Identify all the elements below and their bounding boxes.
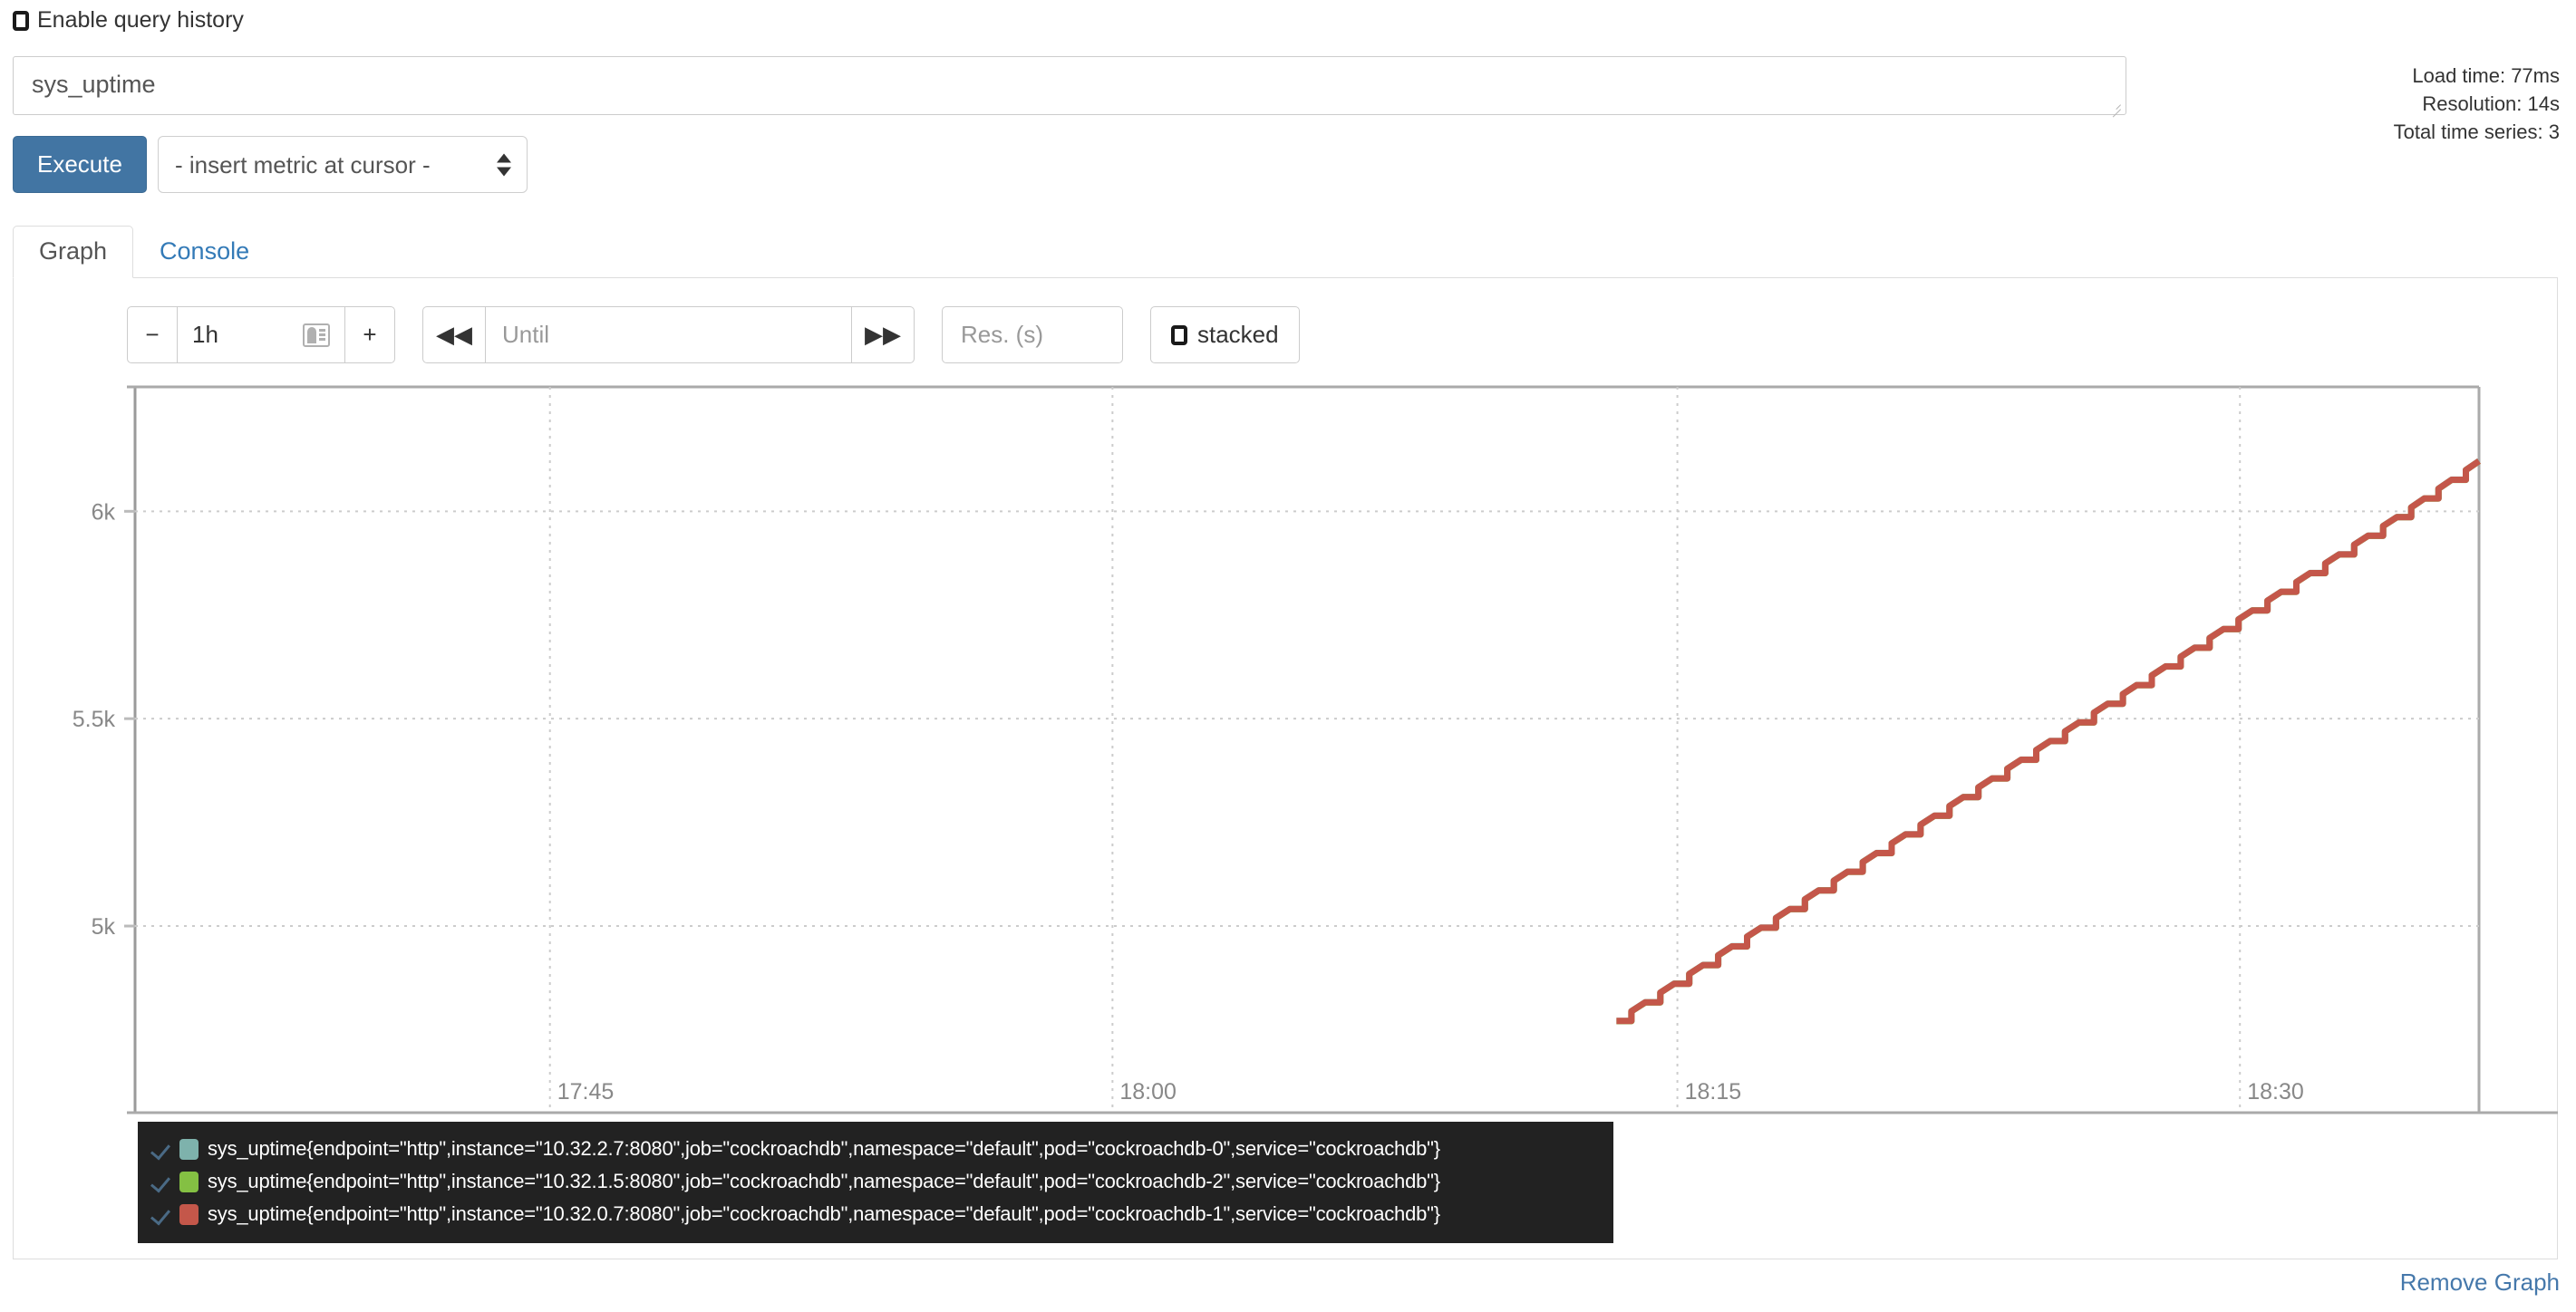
tab-console[interactable]: Console bbox=[160, 237, 250, 265]
resolution: Resolution: 14s bbox=[2422, 92, 2560, 116]
legend-check-icon[interactable] bbox=[150, 1139, 170, 1159]
until-input[interactable] bbox=[500, 320, 837, 350]
legend-series-label: sys_uptime{endpoint="http",instance="10.… bbox=[208, 1170, 1440, 1192]
execute-row: Execute - insert metric at cursor - bbox=[13, 136, 528, 193]
load-time: Load time: 77ms bbox=[2412, 64, 2560, 87]
resolution-field[interactable] bbox=[942, 306, 1123, 363]
legend-item[interactable]: sys_uptime{endpoint="http",instance="10.… bbox=[138, 1198, 1613, 1230]
legend-item[interactable]: sys_uptime{endpoint="http",instance="10.… bbox=[138, 1133, 1613, 1165]
increase-range-button[interactable]: + bbox=[344, 306, 395, 363]
query-stats: Load time: 77ms Resolution: 14s Total ti… bbox=[2394, 62, 2560, 147]
remove-graph-link[interactable]: Remove Graph bbox=[2399, 1269, 2560, 1296]
expression-input-wrap bbox=[13, 56, 2126, 118]
stacked-checkbox-icon[interactable] bbox=[1171, 324, 1187, 345]
query-history-row[interactable]: Enable query history bbox=[13, 9, 244, 32]
resolution-input[interactable] bbox=[959, 320, 1106, 350]
legend-color-swatch bbox=[179, 1203, 199, 1225]
checkbox-icon[interactable] bbox=[13, 10, 29, 31]
legend-check-icon[interactable] bbox=[150, 1172, 170, 1191]
legend-check-icon[interactable] bbox=[150, 1204, 170, 1224]
graph-toolbar: − 1h + ◀◀ ▶▶ stacked bbox=[127, 306, 1300, 363]
graph-panel bbox=[13, 278, 2558, 1259]
step-forward-button[interactable]: ▶▶ bbox=[851, 306, 915, 363]
legend-item[interactable]: sys_uptime{endpoint="http",instance="10.… bbox=[138, 1165, 1613, 1198]
step-backward-button[interactable]: ◀◀ bbox=[422, 306, 486, 363]
total-time-series: Total time series: 3 bbox=[2393, 121, 2560, 144]
range-picker-icon[interactable] bbox=[303, 323, 330, 347]
legend-series-label: sys_uptime{endpoint="http",instance="10.… bbox=[208, 1137, 1440, 1160]
stacked-label: stacked bbox=[1197, 321, 1279, 348]
stacked-toggle[interactable]: stacked bbox=[1150, 306, 1300, 363]
range-control-group: − 1h + bbox=[127, 306, 395, 363]
expression-input[interactable] bbox=[13, 56, 2126, 115]
insert-metric-select[interactable]: - insert metric at cursor - bbox=[157, 136, 528, 193]
execute-button[interactable]: Execute bbox=[13, 136, 147, 193]
legend-color-swatch bbox=[179, 1171, 199, 1192]
tab-graph[interactable]: Graph bbox=[13, 226, 134, 278]
range-value: 1h bbox=[192, 321, 218, 348]
query-history-label: Enable query history bbox=[37, 7, 244, 33]
legend-series-label: sys_uptime{endpoint="http",instance="10.… bbox=[208, 1202, 1440, 1225]
metric-select-wrap: - insert metric at cursor - bbox=[157, 136, 528, 193]
range-input[interactable]: 1h bbox=[177, 306, 345, 363]
decrease-range-button[interactable]: − bbox=[127, 306, 178, 363]
until-field[interactable] bbox=[485, 306, 852, 363]
legend-color-swatch bbox=[179, 1138, 199, 1160]
tab-bar: Graph Console bbox=[13, 220, 2558, 278]
chart-legend: sys_uptime{endpoint="http",instance="10.… bbox=[138, 1122, 1613, 1243]
time-nav-group: ◀◀ ▶▶ bbox=[422, 306, 915, 363]
